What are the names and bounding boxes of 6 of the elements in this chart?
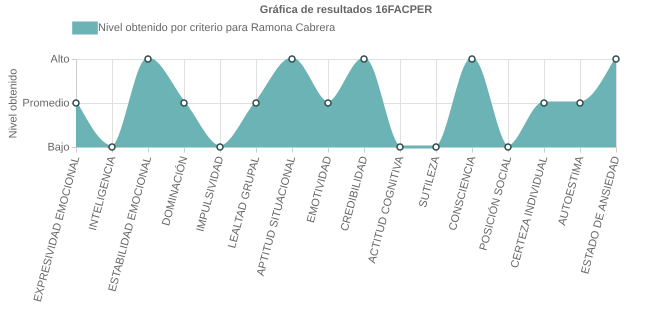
category-label: Alto [50, 54, 70, 66]
chart-title: Gráfica de resultados 16FACPER [260, 4, 432, 16]
category-label: Promedio [22, 98, 70, 110]
y-axis-title: Nivel obtenido [7, 68, 20, 138]
category-label: Bajo [47, 142, 70, 154]
legend-label: Nivel obtenido por criterio para Ramona Cabrera [98, 22, 336, 34]
